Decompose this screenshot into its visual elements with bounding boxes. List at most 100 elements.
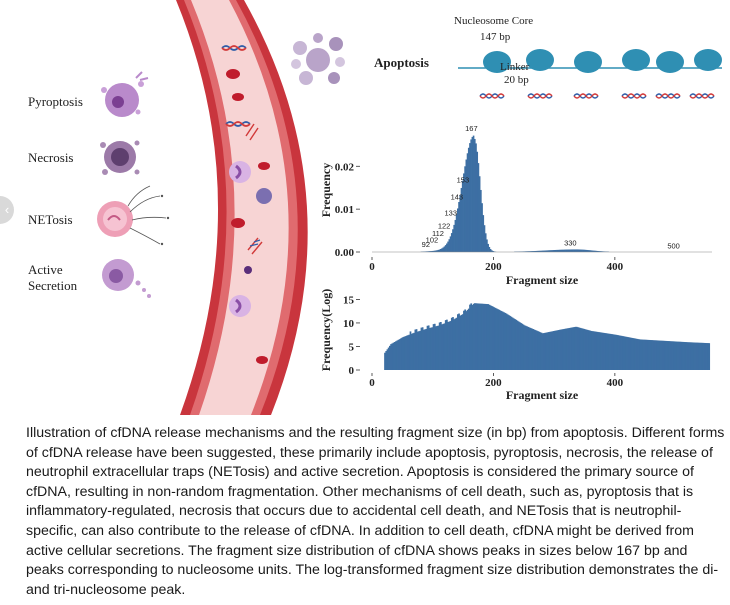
c2-bar bbox=[616, 334, 618, 370]
c2-bar bbox=[682, 341, 685, 370]
c1-bar bbox=[450, 233, 453, 252]
c1-ytick-label: 0.00 bbox=[335, 247, 355, 259]
c2-bar bbox=[665, 340, 668, 370]
c2-bar bbox=[498, 309, 500, 370]
c1-bar bbox=[466, 153, 469, 252]
c2-bar bbox=[511, 317, 514, 370]
c2-bar bbox=[548, 332, 550, 370]
c2-bar bbox=[471, 305, 474, 370]
c2-bar bbox=[533, 329, 536, 370]
c2-bar bbox=[701, 342, 703, 370]
c1-bar bbox=[545, 250, 548, 252]
c2-bar bbox=[535, 330, 538, 370]
c2-bar bbox=[504, 312, 507, 370]
c2-bar bbox=[447, 322, 449, 370]
c2-bar bbox=[690, 342, 692, 370]
chevron-left-icon[interactable]: ‹ bbox=[0, 196, 14, 224]
c2-bar bbox=[652, 340, 655, 370]
c1-bar bbox=[438, 249, 441, 252]
c2-bar bbox=[416, 331, 419, 370]
c2-bar bbox=[687, 342, 690, 370]
c2-bar bbox=[625, 336, 628, 370]
c2-bar bbox=[444, 320, 447, 370]
c2-bar bbox=[440, 322, 442, 370]
c1-bar bbox=[546, 250, 549, 252]
dna-fragment-icon bbox=[221, 45, 247, 51]
c2-bar bbox=[483, 303, 486, 370]
c1-bar bbox=[452, 229, 454, 252]
c2-bar bbox=[590, 330, 593, 370]
c1-bar bbox=[574, 249, 577, 252]
c1-bar bbox=[477, 163, 480, 252]
cfdna-figure: Pyroptosis Necrosis NETosis Active Secre… bbox=[28, 0, 722, 415]
c2-bar bbox=[419, 330, 422, 370]
c1-xtick-label: 0 bbox=[369, 261, 375, 273]
c2-bar bbox=[390, 344, 392, 370]
c1-bar bbox=[595, 250, 598, 252]
c2-bar bbox=[650, 340, 652, 370]
c1-bar bbox=[489, 248, 492, 252]
c2-bar bbox=[556, 330, 559, 370]
c2-bar bbox=[586, 329, 589, 370]
c2-bar bbox=[452, 317, 454, 370]
c2-bar bbox=[472, 303, 475, 370]
c2-bar bbox=[508, 315, 510, 370]
c2-bar bbox=[568, 327, 571, 370]
c2-bar bbox=[675, 341, 678, 370]
c2-bar bbox=[578, 327, 581, 370]
c2-bar bbox=[550, 331, 553, 370]
c2-bar bbox=[620, 335, 623, 370]
c2-bar bbox=[559, 329, 561, 370]
c2-bar bbox=[704, 342, 707, 370]
c2-bar bbox=[499, 310, 502, 370]
white-blood-cell bbox=[256, 188, 272, 204]
c2-bar bbox=[516, 320, 519, 370]
c2-bar bbox=[705, 343, 708, 370]
c2-bar bbox=[385, 351, 388, 370]
c1-bar bbox=[440, 248, 442, 252]
c2-bar bbox=[596, 331, 599, 370]
c1-bar bbox=[566, 249, 568, 252]
c2-axes bbox=[356, 299, 616, 376]
c2-bar bbox=[647, 339, 650, 370]
c2-bar bbox=[678, 341, 680, 370]
c1-bar bbox=[472, 135, 475, 252]
c2-bar bbox=[624, 336, 627, 370]
c2-bar bbox=[633, 338, 635, 370]
c1-bar bbox=[555, 249, 557, 252]
c2-bar bbox=[544, 332, 547, 370]
c1-bar bbox=[448, 239, 451, 252]
c2-bar bbox=[443, 323, 446, 370]
c2-bar bbox=[497, 309, 499, 370]
necrosis-cell-icon bbox=[100, 140, 140, 175]
pyroptosis-label: Pyroptosis bbox=[28, 94, 83, 109]
c2-bar bbox=[644, 339, 646, 370]
c1-bar bbox=[583, 249, 585, 252]
c1-bar bbox=[548, 250, 550, 252]
c2-bar bbox=[537, 331, 539, 370]
c2-bar bbox=[551, 331, 554, 370]
c2-bar bbox=[572, 327, 575, 370]
apoptosis-cell-icon bbox=[291, 33, 345, 85]
c2-bar bbox=[664, 340, 667, 370]
c1-bar bbox=[437, 249, 440, 252]
c2-bar bbox=[608, 333, 611, 370]
c2-bar bbox=[576, 326, 578, 370]
c2-bar bbox=[657, 340, 660, 370]
c2-bar bbox=[463, 310, 465, 370]
c2-bar bbox=[523, 325, 526, 370]
c2-bar bbox=[614, 334, 617, 370]
c2-bar bbox=[573, 327, 576, 370]
c1-bar bbox=[596, 250, 599, 252]
c2-bar bbox=[421, 327, 424, 370]
c2-bar bbox=[514, 319, 516, 370]
c2-bar bbox=[670, 341, 673, 370]
c1-peak-label: 167 bbox=[465, 124, 478, 133]
c2-bar bbox=[427, 325, 430, 370]
c2-bar bbox=[493, 307, 496, 370]
c2-bar bbox=[404, 336, 407, 370]
c2-ytick-label: 5 bbox=[349, 341, 355, 353]
c1-peak-label: 122 bbox=[438, 221, 451, 230]
c1-peak-label: 112 bbox=[432, 229, 444, 238]
c2-bar bbox=[555, 330, 558, 370]
